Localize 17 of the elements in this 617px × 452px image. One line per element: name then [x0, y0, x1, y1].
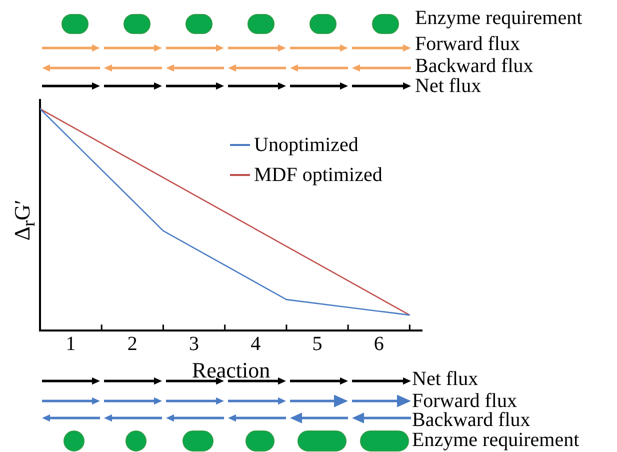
- x-tick-label: 3: [189, 332, 200, 355]
- text: Net flux: [415, 75, 482, 97]
- x-axis-title: Reaction: [192, 358, 270, 383]
- legend-label: Unoptimized: [254, 134, 358, 156]
- x-tick-label: 2: [127, 332, 138, 355]
- text: Backward flux: [415, 55, 534, 77]
- x-tick-label: 6: [374, 332, 384, 355]
- text: Backward flux: [412, 409, 530, 431]
- x-tick-label: 4: [250, 332, 261, 355]
- legend-label: MDF optimized: [254, 164, 382, 186]
- text: Forward flux: [412, 390, 517, 412]
- text: Enzyme requirement: [412, 429, 580, 451]
- x-tick-label: 1: [66, 332, 76, 355]
- text: Enzyme requirement: [415, 7, 582, 29]
- text: Net flux: [412, 368, 478, 390]
- x-tick-label: 5: [312, 332, 322, 355]
- text: Forward flux: [415, 33, 520, 55]
